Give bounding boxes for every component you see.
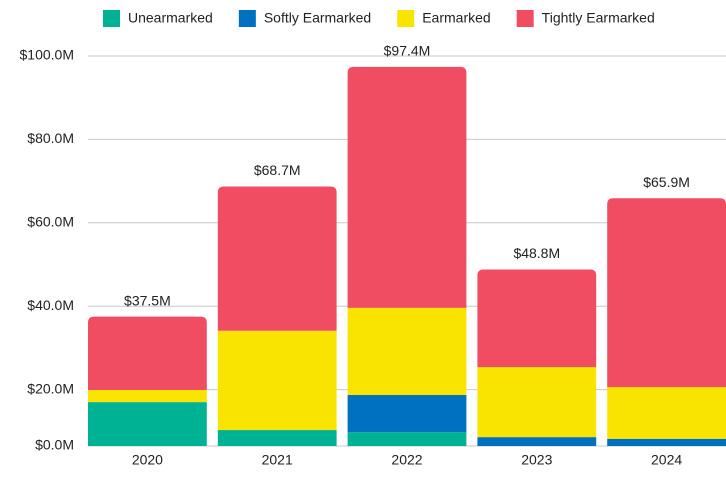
bar-segment — [477, 437, 597, 446]
total-label: $37.5M — [124, 292, 171, 308]
legend-label: Earmarked — [422, 10, 490, 26]
x-tick-label: 2022 — [391, 452, 422, 468]
y-tick-label: $20.0M — [27, 380, 74, 396]
bar-segment — [217, 430, 337, 446]
x-tick-label: 2024 — [651, 452, 682, 468]
y-tick-label: $100.0M — [20, 47, 74, 63]
legend-swatch — [103, 10, 120, 27]
legend-swatch — [516, 10, 534, 27]
bar-segment — [477, 367, 597, 438]
bar-segment — [347, 307, 467, 396]
total-label: $48.8M — [513, 245, 560, 261]
bar-segment — [217, 186, 337, 331]
bar-segment — [607, 198, 726, 388]
legend-swatch — [238, 10, 256, 27]
total-label: $65.9M — [643, 174, 690, 190]
bar-segment — [607, 438, 726, 446]
total-label: $68.7M — [254, 162, 301, 178]
y-tick-label: $60.0M — [27, 214, 74, 230]
legend-label: Tightly Earmarked — [542, 10, 655, 26]
legend-label: Unearmarked — [128, 10, 213, 26]
x-tick-label: 2020 — [132, 452, 163, 468]
x-tick-label: 2021 — [262, 452, 293, 468]
bar-segment — [217, 330, 337, 431]
bar-segment — [88, 402, 207, 446]
bar-segment — [347, 66, 467, 308]
bar-segment — [88, 390, 207, 403]
bar-segment — [477, 269, 597, 368]
x-tick-label: 2023 — [521, 452, 552, 468]
y-tick-label: $80.0M — [27, 130, 74, 146]
y-tick-label: $40.0M — [27, 297, 74, 313]
bar-segment — [607, 387, 726, 439]
legend-label: Softly Earmarked — [264, 10, 371, 26]
bar-segment — [347, 395, 467, 433]
y-tick-label: $0.0M — [35, 437, 74, 453]
bar-segment — [347, 432, 467, 446]
bar-segment — [88, 316, 207, 391]
legend-swatch — [397, 10, 415, 27]
total-label: $97.4M — [384, 43, 431, 59]
